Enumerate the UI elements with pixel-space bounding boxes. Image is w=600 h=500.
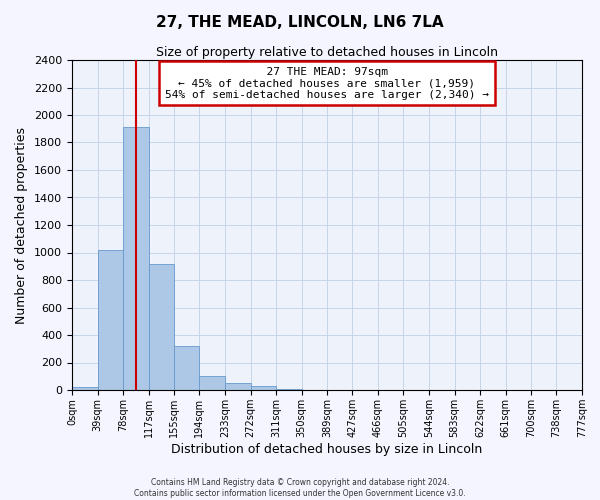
- Bar: [98, 250, 123, 390]
- Bar: [199, 376, 225, 390]
- Bar: [251, 386, 276, 390]
- Text: 27, THE MEAD, LINCOLN, LN6 7LA: 27, THE MEAD, LINCOLN, LN6 7LA: [156, 15, 444, 30]
- Bar: [225, 383, 251, 390]
- Text: 27 THE MEAD: 97sqm  
← 45% of detached houses are smaller (1,959)
54% of semi-de: 27 THE MEAD: 97sqm ← 45% of detached hou…: [165, 66, 489, 100]
- Y-axis label: Number of detached properties: Number of detached properties: [16, 126, 28, 324]
- Title: Size of property relative to detached houses in Lincoln: Size of property relative to detached ho…: [156, 46, 498, 59]
- Bar: [174, 346, 199, 390]
- Bar: [149, 264, 174, 390]
- Text: Contains HM Land Registry data © Crown copyright and database right 2024.
Contai: Contains HM Land Registry data © Crown c…: [134, 478, 466, 498]
- X-axis label: Distribution of detached houses by size in Lincoln: Distribution of detached houses by size …: [172, 442, 482, 456]
- Bar: [72, 387, 98, 390]
- Bar: [123, 128, 149, 390]
